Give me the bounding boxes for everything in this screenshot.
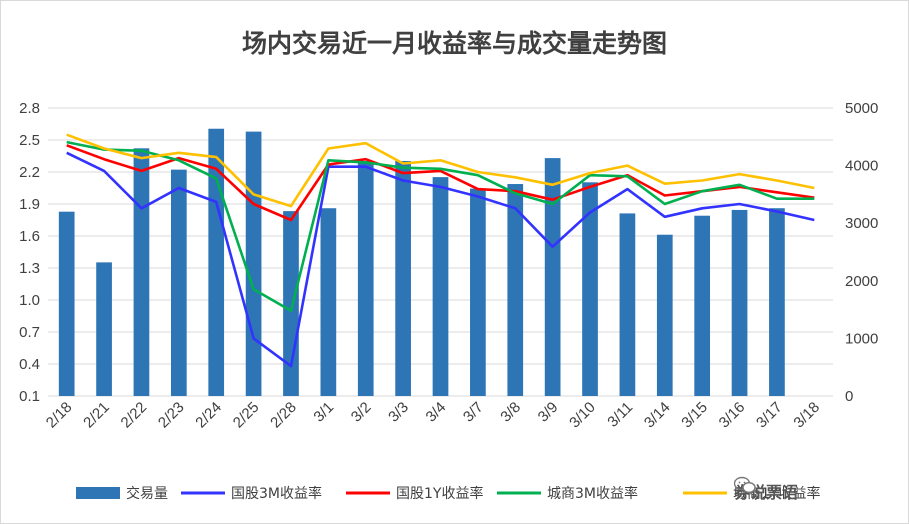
x-tick-label: 3/3: [385, 399, 412, 426]
bar-2/24: [208, 128, 225, 396]
x-tick-label: 3/7: [460, 399, 487, 426]
bar-3/2: [357, 160, 374, 396]
legend-swatch-bar: [76, 487, 120, 499]
left-tick-label: 1.6: [19, 228, 40, 245]
x-tick-label: 2/24: [192, 399, 225, 432]
line-series-4: [66, 133, 815, 208]
bar-2/25: [245, 131, 262, 396]
right-tick-label: 5000: [845, 100, 878, 117]
x-tick-label: 3/17: [753, 399, 786, 432]
left-tick-label: 1.3: [19, 260, 40, 277]
right-axis-ticks: 0 1000 2000 3000 4000 5000: [845, 100, 878, 405]
bar-2/23: [170, 169, 187, 396]
line-series-group: [66, 133, 815, 368]
x-tick-label: 3/2: [348, 399, 375, 426]
left-tick-label: 2.2: [19, 164, 40, 181]
bar-3/3: [395, 160, 411, 396]
x-tick-label: 3/16: [716, 399, 749, 432]
bar-2/28: [283, 211, 299, 396]
bar-3/15: [694, 215, 711, 396]
bar-3/11: [619, 213, 636, 396]
line-series-1: [66, 151, 815, 368]
bar-3/16: [731, 209, 748, 396]
legend-label: 国股3M收益率: [231, 485, 322, 502]
left-tick-label: 1.0: [19, 292, 40, 309]
line-series-2: [66, 144, 815, 222]
bar-3/4: [432, 177, 449, 396]
bar-3/10: [582, 182, 598, 396]
x-tick-label: 3/11: [604, 399, 636, 431]
x-tick-label: 2/18: [43, 399, 76, 432]
chart-title: 场内交易近一月收益率与成交量走势图: [241, 29, 667, 58]
bar-series-volume: [58, 128, 785, 396]
watermark: 券说票语: [734, 476, 884, 506]
left-tick-label: 0.1: [19, 388, 40, 405]
left-tick-label: 1.9: [19, 196, 40, 213]
wechat-icon: [734, 476, 756, 494]
x-tick-label: 2/25: [230, 399, 263, 432]
x-tick-label: 3/1: [310, 399, 337, 426]
bar-3/17: [769, 208, 785, 396]
right-tick-label: 0: [845, 388, 853, 405]
left-axis-ticks: 0.1 0.4 0.7 1.0 1.3 1.6 1.9 2.2 2.5 2.8: [19, 100, 40, 405]
bar-3/14: [656, 234, 673, 396]
right-tick-label: 2000: [845, 273, 878, 290]
right-tick-label: 4000: [845, 158, 878, 175]
x-tick-label: 3/8: [497, 399, 524, 426]
bar-2/21: [96, 262, 112, 396]
line-series-3: [66, 140, 815, 313]
x-tick-label: 3/10: [566, 399, 599, 432]
right-tick-label: 1000: [845, 330, 878, 347]
x-tick-label: 3/4: [423, 399, 450, 426]
legend: 交易量 国股3M收益率 国股1Y收益率 城商3M收益率 城商1Y收益率: [76, 485, 820, 502]
bar-3/9: [544, 158, 561, 396]
right-tick-label: 3000: [845, 215, 878, 232]
bar-3/7: [470, 188, 486, 396]
left-tick-label: 0.4: [19, 356, 40, 373]
x-tick-label: 2/28: [267, 399, 300, 432]
legend-label: 城商3M收益率: [547, 485, 638, 502]
x-axis-ticks: 2/18 2/21 2/22 2/23 2/24 2/25 2/28 3/1 3/2 3/3 3/4…: [43, 399, 823, 432]
x-tick-label: 3/15: [678, 399, 711, 432]
x-tick-label: 2/22: [118, 399, 151, 432]
legend-label: 国股1Y收益率: [396, 485, 483, 502]
bar-2/22: [133, 148, 150, 396]
legend-label: 交易量: [126, 485, 168, 502]
bar-2/18: [58, 211, 75, 396]
left-tick-label: 2.5: [19, 132, 40, 149]
x-tick-label: 3/18: [790, 399, 823, 432]
bar-3/1: [320, 208, 337, 396]
left-tick-label: 0.7: [19, 324, 40, 341]
bar-3/8: [507, 184, 524, 396]
left-tick-label: 2.8: [19, 100, 40, 117]
x-tick-label: 3/14: [641, 399, 674, 432]
x-tick-label: 3/9: [535, 399, 562, 426]
x-tick-label: 2/23: [155, 399, 188, 432]
x-tick-label: 2/21: [80, 399, 113, 432]
